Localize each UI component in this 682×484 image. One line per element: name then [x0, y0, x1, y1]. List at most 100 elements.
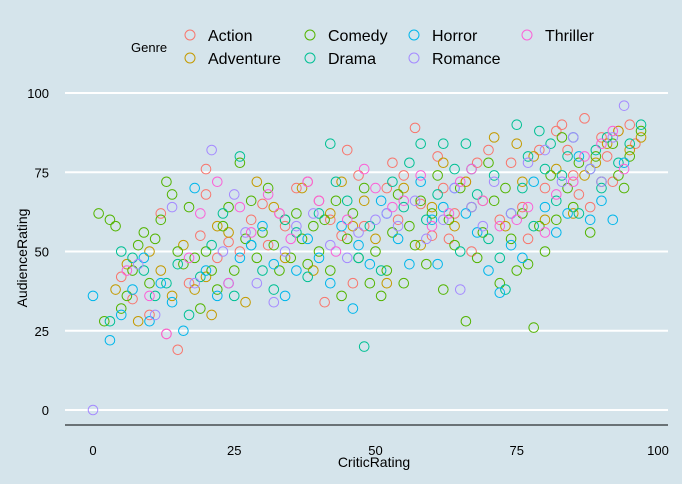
- legend-label-thriller: Thriller: [545, 28, 595, 45]
- point-comedy-25: [234, 157, 246, 169]
- point-drama-60: [613, 157, 624, 169]
- point-romance-25: [466, 201, 477, 213]
- point-thriller-33: [596, 138, 607, 150]
- point-comedy-41: [325, 265, 336, 276]
- point-drama-6: [172, 258, 184, 270]
- point-comedy-6: [127, 265, 138, 276]
- point-adventure-14: [268, 201, 280, 213]
- point-adventure-33: [511, 138, 523, 150]
- point-thriller-28: [522, 201, 534, 213]
- point-drama-38: [471, 189, 483, 200]
- point-comedy-79: [539, 246, 551, 257]
- point-thriller-26: [494, 220, 506, 232]
- point-thriller-35: [618, 163, 630, 175]
- point-adventure-16: [296, 182, 308, 194]
- point-thriller-9: [262, 189, 274, 200]
- legend-key-horror: [408, 29, 420, 41]
- point-comedy-19: [200, 246, 212, 257]
- series-drama: [104, 119, 647, 352]
- point-comedy-55: [404, 220, 415, 232]
- point-action-51: [562, 144, 573, 156]
- point-action-48: [539, 182, 551, 194]
- point-adventure-2: [132, 315, 144, 327]
- point-adventure-18: [325, 208, 336, 219]
- point-horror-33: [438, 201, 449, 213]
- point-comedy-65: [460, 315, 472, 327]
- point-drama-1: [115, 246, 127, 257]
- point-comedy-54: [398, 277, 410, 289]
- point-comedy-18: [195, 303, 206, 314]
- point-action-0: [115, 271, 127, 283]
- point-horror-37: [483, 265, 494, 276]
- point-comedy-62: [443, 214, 455, 226]
- point-drama-46: [522, 151, 534, 162]
- point-comedy-74: [511, 265, 523, 276]
- point-thriller-1: [144, 290, 155, 302]
- legend-key-drama: [304, 52, 316, 64]
- point-drama-53: [562, 151, 573, 162]
- point-horror-35: [460, 208, 472, 219]
- point-action-53: [573, 189, 585, 200]
- point-drama-28: [398, 201, 410, 213]
- point-romance-3: [166, 201, 178, 213]
- point-thriller-18: [387, 201, 398, 213]
- point-horror-21: [325, 277, 336, 289]
- point-adventure-7: [189, 284, 200, 295]
- point-comedy-36: [296, 233, 308, 245]
- point-romance-23: [449, 182, 460, 194]
- point-thriller-27: [511, 214, 523, 226]
- point-adventure-26: [426, 201, 438, 213]
- point-drama-49: [539, 163, 551, 175]
- legend-title: Genre: [131, 40, 167, 55]
- point-drama-23: [353, 252, 364, 264]
- point-romance-21: [421, 233, 432, 245]
- point-comedy-63: [449, 239, 460, 251]
- point-horror-44: [562, 208, 573, 219]
- point-drama-29: [404, 157, 415, 169]
- point-drama-14: [257, 265, 268, 276]
- point-drama-34: [449, 163, 460, 175]
- point-action-12: [234, 246, 246, 257]
- point-horror-19: [302, 233, 314, 245]
- point-horror-40: [517, 252, 528, 264]
- point-adventure-8: [200, 271, 212, 283]
- point-horror-30: [415, 176, 427, 188]
- point-thriller-12: [302, 176, 314, 188]
- point-thriller-22: [443, 208, 455, 219]
- point-adventure-13: [251, 176, 263, 188]
- point-horror-43: [551, 227, 562, 238]
- point-action-37: [443, 233, 455, 245]
- point-romance-33: [584, 163, 596, 175]
- point-comedy-5: [121, 290, 133, 302]
- point-action-47: [534, 144, 545, 156]
- point-comedy-78: [534, 220, 545, 232]
- point-comedy-4: [115, 303, 127, 314]
- point-thriller-29: [539, 227, 551, 238]
- legend-label-drama: Drama: [328, 51, 376, 68]
- point-horror-39: [505, 239, 517, 251]
- point-action-8: [200, 189, 212, 200]
- point-action-18: [291, 182, 302, 194]
- point-adventure-6: [178, 239, 189, 251]
- point-drama-12: [234, 151, 246, 162]
- point-comedy-1: [99, 315, 110, 327]
- point-comedy-26: [240, 233, 251, 245]
- point-drama-8: [195, 271, 206, 283]
- gridlines: [65, 92, 668, 411]
- point-adventure-23: [381, 277, 393, 289]
- point-action-45: [517, 201, 528, 213]
- point-horror-36: [471, 227, 483, 238]
- legend-key-adventure: [184, 52, 196, 64]
- point-thriller-32: [579, 151, 590, 162]
- point-comedy-51: [381, 265, 393, 276]
- point-comedy-73: [505, 233, 517, 245]
- point-thriller-6: [223, 277, 234, 289]
- point-horror-24: [353, 239, 364, 251]
- point-adventure-3: [144, 246, 155, 257]
- point-drama-11: [228, 290, 240, 302]
- point-drama-41: [494, 252, 506, 264]
- series-comedy: [93, 125, 647, 333]
- point-drama-26: [375, 265, 387, 276]
- point-comedy-52: [387, 227, 398, 238]
- point-thriller-20: [415, 170, 427, 181]
